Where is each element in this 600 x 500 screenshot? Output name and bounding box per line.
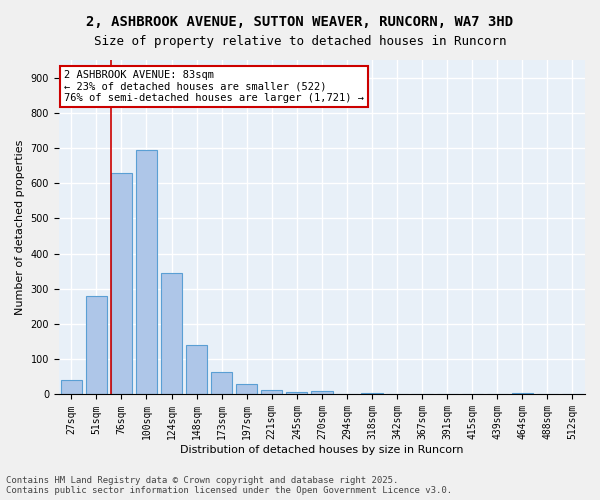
Text: Contains HM Land Registry data © Crown copyright and database right 2025.
Contai: Contains HM Land Registry data © Crown c… <box>6 476 452 495</box>
Bar <box>286 392 307 394</box>
Text: 2, ASHBROOK AVENUE, SUTTON WEAVER, RUNCORN, WA7 3HD: 2, ASHBROOK AVENUE, SUTTON WEAVER, RUNCO… <box>86 15 514 29</box>
Bar <box>111 172 132 394</box>
Bar <box>86 296 107 394</box>
Bar <box>261 390 283 394</box>
Bar <box>211 372 232 394</box>
Bar <box>512 392 533 394</box>
Bar <box>161 273 182 394</box>
Bar <box>361 392 383 394</box>
Bar <box>311 391 332 394</box>
X-axis label: Distribution of detached houses by size in Runcorn: Distribution of detached houses by size … <box>180 445 464 455</box>
Bar <box>236 384 257 394</box>
Bar <box>186 345 207 395</box>
Bar <box>136 150 157 394</box>
Text: 2 ASHBROOK AVENUE: 83sqm
← 23% of detached houses are smaller (522)
76% of semi-: 2 ASHBROOK AVENUE: 83sqm ← 23% of detach… <box>64 70 364 103</box>
Text: Size of property relative to detached houses in Runcorn: Size of property relative to detached ho… <box>94 35 506 48</box>
Y-axis label: Number of detached properties: Number of detached properties <box>15 140 25 315</box>
Bar <box>61 380 82 394</box>
